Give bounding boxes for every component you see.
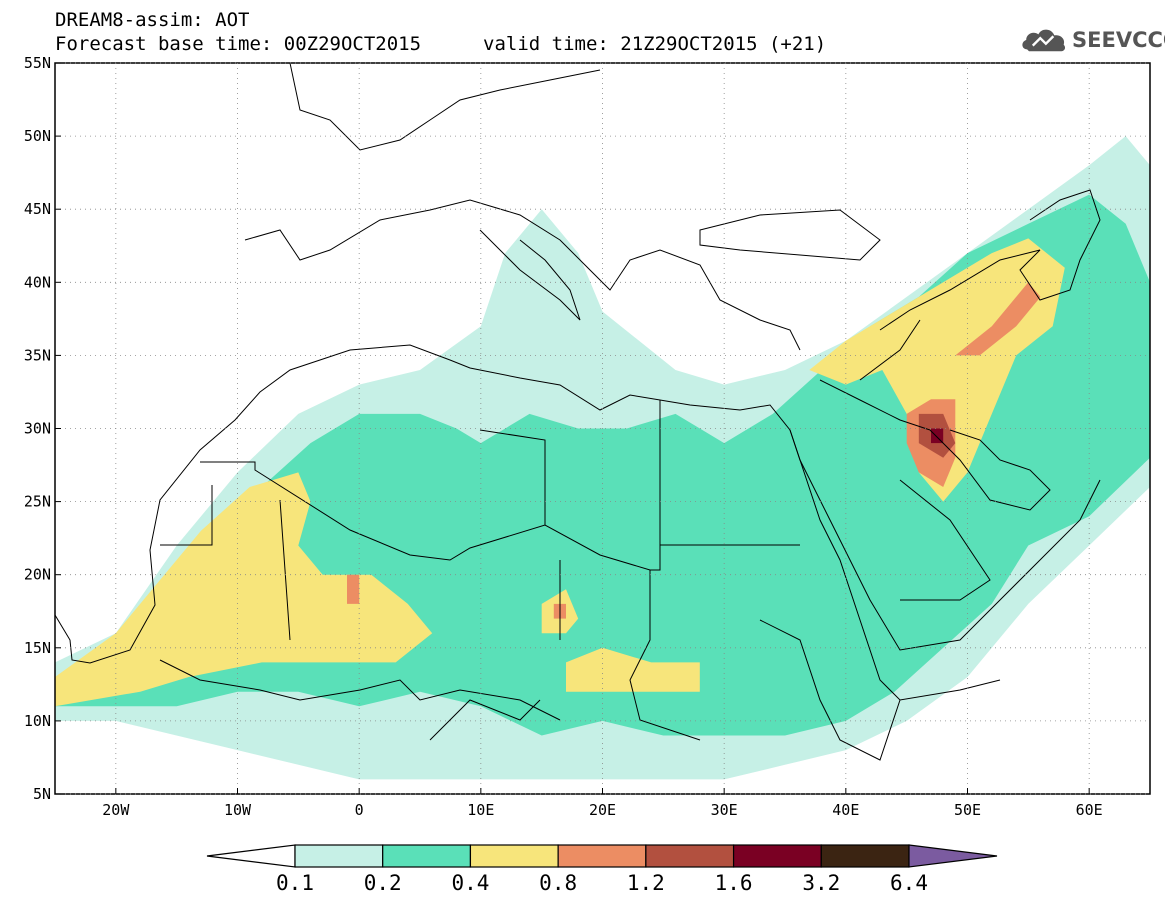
colorbar-label: 6.4 xyxy=(890,871,928,895)
latitude-label: 30N xyxy=(24,420,51,438)
latitude-label: 10N xyxy=(24,712,51,730)
coastline-west-africa xyxy=(55,344,1001,701)
valid-time: valid time: 21Z29OCT2015 (+21) xyxy=(483,33,827,55)
coastline-black-sea xyxy=(699,209,881,261)
gridlines xyxy=(55,62,1150,795)
latitude-labels: 55N 50N 45N 40N 35N 30N 25N 20N 15N 10N 5N xyxy=(24,54,61,803)
colorbar: 0.1 0.2 0.4 0.8 1.2 1.6 3.2 6.4 xyxy=(206,844,998,895)
colorbar-segment xyxy=(820,844,910,868)
longitude-label: 20W xyxy=(102,801,130,819)
map-title: DREAM8-assim: AOT xyxy=(55,9,250,31)
aot-region-2 xyxy=(55,472,433,707)
colorbar-segment xyxy=(469,844,559,868)
border-mauritania xyxy=(160,485,291,641)
colorbar-segment xyxy=(732,844,822,868)
coastline-mediterranean-north xyxy=(244,199,801,351)
aot-region-6 xyxy=(347,574,360,604)
latitude-label: 5N xyxy=(33,785,51,803)
colorbar-high-arrow xyxy=(908,844,998,868)
longitude-label: 30E xyxy=(711,801,738,819)
colorbar-segment xyxy=(382,844,472,868)
cloud-logo-icon xyxy=(1022,29,1066,52)
colorbar-label: 3.2 xyxy=(802,871,840,895)
longitude-label: 20E xyxy=(589,801,616,819)
border-west-africa xyxy=(159,659,561,721)
colorbar-label: 0.1 xyxy=(276,871,314,895)
border-chad-sudan xyxy=(559,560,701,741)
longitude-label: 10E xyxy=(467,801,494,819)
forecast-base-time: Forecast base time: 00Z29OCT2015 xyxy=(55,33,422,55)
longitude-label: 60E xyxy=(1076,801,1103,819)
colorbar-segment xyxy=(557,844,647,868)
coastline-persian-gulf xyxy=(929,429,1051,511)
map-subtitle: Forecast base time: 00Z29OCT2015 valid ti… xyxy=(55,33,826,55)
border-arabia xyxy=(899,479,991,601)
longitude-label: 40E xyxy=(832,801,859,819)
colorbar-segment xyxy=(294,844,384,868)
latitude-label: 40N xyxy=(24,273,51,291)
colorbar-label: 1.2 xyxy=(627,871,665,895)
colorbar-low-arrow xyxy=(206,844,296,868)
coastline-caspian xyxy=(1019,189,1101,301)
latitude-label: 20N xyxy=(24,566,51,584)
aot-region-9 xyxy=(955,282,1041,356)
latitude-label: 15N xyxy=(24,639,51,657)
longitude-label: 10W xyxy=(224,801,252,819)
aot-region-3 xyxy=(809,238,1065,502)
coastline-red-sea xyxy=(789,429,1101,651)
latitude-label: 45N xyxy=(24,200,51,218)
longitude-label: 50E xyxy=(954,801,981,819)
aot-field-layer xyxy=(55,136,1150,780)
latitude-label: 55N xyxy=(24,54,51,72)
colorbar-label: 0.8 xyxy=(539,871,577,895)
longitude-labels: 20W 10W 0 10E 20E 30E 40E 50E 60E xyxy=(102,788,1103,819)
border-east-africa xyxy=(759,619,901,761)
coastline-europe-north xyxy=(289,63,601,151)
colorbar-label: 0.4 xyxy=(451,871,489,895)
longitude-label: 0 xyxy=(355,801,364,819)
border-nigeria xyxy=(429,699,541,741)
logo-text: SEEVCCC xyxy=(1072,28,1165,52)
coastline-border-layer xyxy=(55,63,1101,761)
border-middle-east xyxy=(819,249,1041,431)
colorbar-segment xyxy=(645,844,735,868)
aot-region-5 xyxy=(566,647,700,692)
latitude-label: 50N xyxy=(24,127,51,145)
colorbar-label: 1.6 xyxy=(715,871,753,895)
latitude-label: 35N xyxy=(24,346,51,364)
colorbar-label: 0.2 xyxy=(364,871,402,895)
latitude-label: 25N xyxy=(24,493,51,511)
coastline-italy xyxy=(479,229,581,321)
